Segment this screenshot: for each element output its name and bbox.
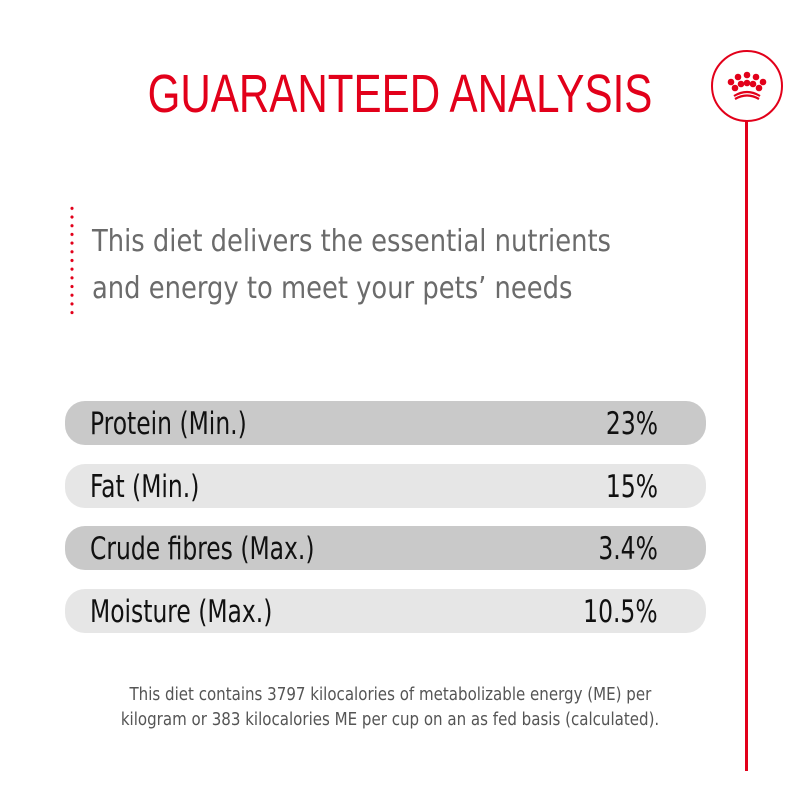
row-label: Moisture (Max.) <box>90 593 273 630</box>
intro-line-2: and energy to meet your pets’ needs <box>92 271 573 306</box>
row-value: 23% <box>605 406 658 442</box>
row-value: 10.5% <box>583 593 658 630</box>
crown-icon <box>727 71 767 100</box>
page-title: GUARANTEED ANALYSIS <box>147 64 653 124</box>
analysis-row-fat: Fat (Min.) 15% <box>65 463 706 508</box>
energy-footnote: This diet contains 3797 kilocalories of … <box>0 683 780 733</box>
row-label: Protein (Min.) <box>90 406 247 442</box>
analysis-row-crude-fibres: Crude fibres (Max.) 3.4% <box>65 526 706 570</box>
footnote-line-2: kilogram or 383 kilocalories ME per cup … <box>120 710 660 730</box>
analysis-table: Protein (Min.) 23% Fat (Min.) 15% Crude … <box>65 401 706 651</box>
intro-text: This diet delivers the essential nutrien… <box>92 218 625 312</box>
decorative-vertical-line <box>745 121 748 771</box>
row-value: 15% <box>605 468 658 505</box>
brand-logo <box>711 50 783 122</box>
row-label: Fat (Min.) <box>90 468 200 505</box>
analysis-row-moisture: Moisture (Max.) 10.5% <box>65 588 706 633</box>
row-label: Crude fibres (Max.) <box>90 531 315 567</box>
row-value: 3.4% <box>598 531 658 567</box>
analysis-row-protein: Protein (Min.) 23% <box>65 401 706 445</box>
footnote-line-1: This diet contains 3797 kilocalories of … <box>129 685 651 705</box>
dotted-accent-line <box>70 204 74 316</box>
intro-line-1: This diet delivers the essential nutrien… <box>92 224 612 259</box>
